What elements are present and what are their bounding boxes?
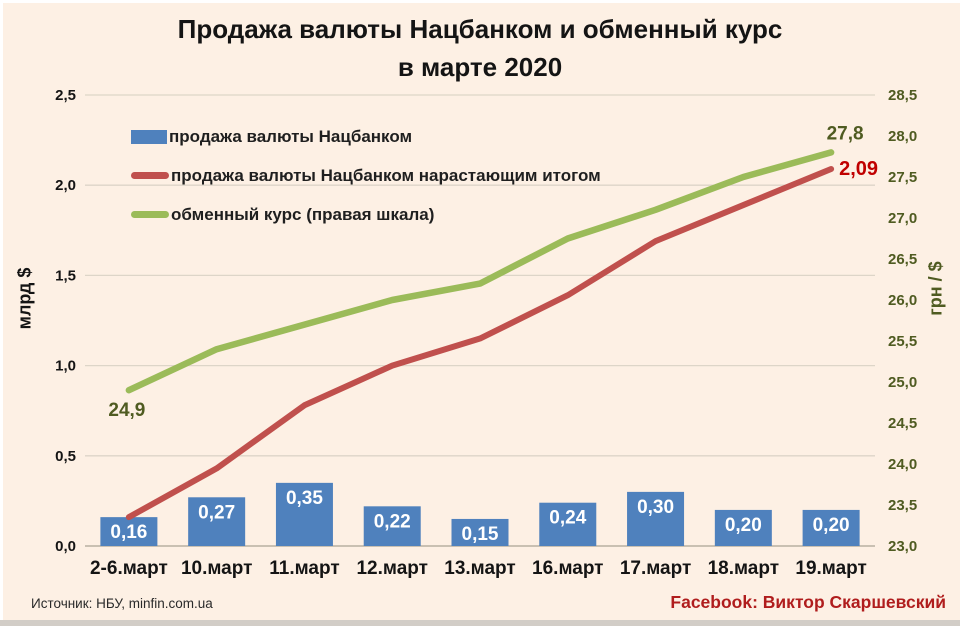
svg-text:2-6.март: 2-6.март (90, 558, 168, 579)
author-credit: Facebook: Виктор Скаршевский (670, 592, 946, 612)
svg-text:16.март: 16.март (532, 558, 603, 579)
svg-text:1,0: 1,0 (55, 358, 76, 375)
svg-text:1,5: 1,5 (55, 267, 76, 284)
svg-text:24,5: 24,5 (888, 415, 917, 432)
svg-text:19.март: 19.март (795, 558, 866, 579)
legend-item-cumulative-line: продажа валюты Нацбанком нарастающим ито… (131, 156, 601, 195)
svg-text:2,0: 2,0 (55, 177, 76, 194)
svg-text:0,20: 0,20 (813, 515, 850, 536)
svg-text:0,30: 0,30 (637, 497, 674, 518)
legend-swatch-red-line (131, 172, 169, 179)
photo-border-bottom (0, 620, 960, 626)
chart-legend: продажа валюты Нацбанком продажа валюты … (131, 117, 601, 234)
legend-item-bars: продажа валюты Нацбанком (131, 117, 601, 156)
svg-text:0,20: 0,20 (725, 515, 762, 536)
svg-text:28,0: 28,0 (888, 128, 917, 145)
svg-text:27,5: 27,5 (888, 169, 917, 186)
svg-text:18.март: 18.март (708, 558, 779, 579)
legend-label: продажа валюты Нацбанком нарастающим ито… (171, 165, 601, 185)
svg-text:12.март: 12.март (356, 558, 427, 579)
chart-title: Продажа валюты Нацбанком и обменный курс… (0, 10, 960, 86)
svg-text:2,5: 2,5 (55, 87, 76, 104)
svg-text:25,0: 25,0 (888, 374, 917, 391)
svg-text:2,09: 2,09 (839, 158, 878, 180)
chart-title-line1: Продажа валюты Нацбанком и обменный курс (177, 14, 783, 44)
svg-text:0,5: 0,5 (55, 448, 76, 465)
svg-text:10.март: 10.март (181, 558, 252, 579)
svg-text:0,15: 0,15 (462, 524, 499, 545)
right-axis-title: грн / $ (925, 261, 946, 316)
svg-text:0,27: 0,27 (198, 502, 235, 523)
svg-text:0,16: 0,16 (110, 522, 147, 543)
left-axis-title: млрд $ (14, 267, 35, 330)
svg-text:25,5: 25,5 (888, 333, 917, 350)
svg-text:13.март: 13.март (444, 558, 515, 579)
svg-text:23,5: 23,5 (888, 497, 917, 514)
svg-text:0,0: 0,0 (55, 538, 76, 555)
svg-text:0,24: 0,24 (549, 508, 586, 529)
photo-border-left (0, 0, 3, 620)
chart-title-line2: в марте 2020 (397, 52, 563, 82)
source-note: Источник: НБУ, minfin.com.ua (31, 596, 213, 611)
legend-swatch-blue-bar (131, 129, 167, 144)
svg-text:27,8: 27,8 (827, 123, 864, 144)
svg-text:28,5: 28,5 (888, 87, 917, 104)
svg-text:0,35: 0,35 (286, 488, 323, 509)
svg-text:0,22: 0,22 (374, 511, 411, 532)
legend-swatch-green-line (131, 211, 169, 218)
svg-text:24,9: 24,9 (108, 400, 145, 421)
svg-text:26,5: 26,5 (888, 251, 917, 268)
svg-text:24,0: 24,0 (888, 456, 917, 473)
svg-text:27,0: 27,0 (888, 210, 917, 227)
legend-label: продажа валюты Нацбанком (169, 126, 413, 146)
legend-label: обменный курс (правая шкала) (171, 204, 435, 224)
svg-text:11.март: 11.март (269, 558, 339, 579)
svg-text:17.март: 17.март (620, 558, 691, 579)
photo-border-top (0, 0, 960, 3)
svg-text:23,0: 23,0 (888, 538, 917, 555)
legend-item-exchange-rate-line: обменный курс (правая шкала) (131, 195, 601, 234)
svg-text:26,0: 26,0 (888, 292, 917, 309)
